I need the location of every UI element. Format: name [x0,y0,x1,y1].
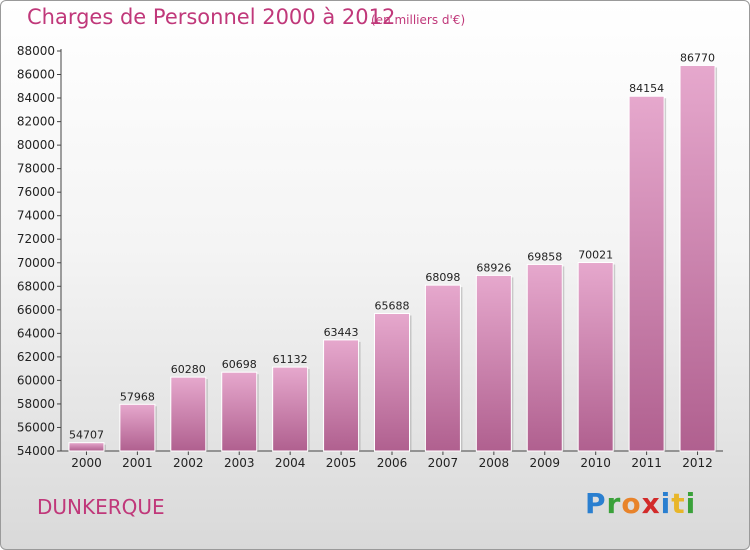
bar-2008 [475,274,512,452]
x-tick-label: 2005 [326,456,357,470]
x-tick-label: 2011 [631,456,662,470]
bar-2004 [272,366,309,452]
x-tick-label: 2006 [377,456,408,470]
bar-2011 [628,95,665,452]
bar-2003 [221,371,258,452]
data-label: 70021 [578,249,613,262]
y-tick-label: 66000 [17,303,55,317]
logo-char: r [606,487,622,520]
x-tick-label: 2001 [122,456,153,470]
bar-2005 [323,339,360,452]
bar-2009 [526,263,563,452]
bar-2000 [68,442,105,452]
x-tick-label: 2004 [275,456,306,470]
data-label: 65688 [375,299,410,312]
x-tick-label: 2010 [580,456,611,470]
logo-char: i [685,487,697,520]
x-tick-label: 2000 [71,456,102,470]
logo-char: o [621,487,642,520]
y-tick-label: 58000 [17,397,55,411]
bar-2006 [374,312,410,452]
bar-2012 [679,64,716,452]
x-tick-label: 2012 [682,456,713,470]
y-tick-label: 60000 [17,373,55,387]
logo-char: t [671,487,686,520]
y-tick-label: 64000 [17,326,55,340]
x-tick-label: 2003 [224,456,255,470]
y-tick-label: 62000 [17,350,55,364]
y-tick-label: 84000 [17,91,55,105]
chart-title: Charges de Personnel 2000 à 2012 [27,5,396,29]
x-tick-label: 2002 [173,456,204,470]
logo-char: P [585,487,607,520]
data-label: 84154 [629,82,664,95]
y-tick-label: 56000 [17,420,55,434]
x-tick-label: 2009 [529,456,560,470]
data-label: 61132 [273,353,308,366]
y-tick-label: 74000 [17,209,55,223]
logo-char: i [660,487,672,520]
data-label: 86770 [680,51,715,64]
city-name: DUNKERQUE [37,495,165,519]
y-tick-label: 86000 [17,68,55,82]
data-label: 60280 [171,363,206,376]
y-tick-label: 70000 [17,256,55,270]
data-label: 60698 [222,358,257,371]
y-tick-label: 54000 [17,444,55,458]
y-tick-label: 88000 [17,44,55,58]
logo-char: x [641,487,661,520]
y-tick-label: 68000 [17,279,55,293]
x-tick-label: 2007 [428,456,459,470]
y-tick-label: 76000 [17,185,55,199]
y-tick-label: 72000 [17,232,55,246]
chart-subtitle: (en milliers d'€) [371,13,466,27]
data-label: 68098 [425,271,460,284]
data-label: 69858 [527,250,562,263]
data-label: 54707 [69,429,104,442]
x-tick-label: 2008 [479,456,510,470]
y-tick-label: 82000 [17,115,55,129]
bar-2001 [119,403,156,452]
bar-2007 [424,284,461,452]
data-label: 63443 [324,326,359,339]
proxiti-logo: Proxiti [585,487,696,520]
y-tick-label: 80000 [17,138,55,152]
y-tick-label: 78000 [17,162,55,176]
bar-2010 [577,262,614,452]
bar-2002 [170,376,207,452]
data-label: 68926 [476,261,511,274]
data-label: 57968 [120,390,155,403]
